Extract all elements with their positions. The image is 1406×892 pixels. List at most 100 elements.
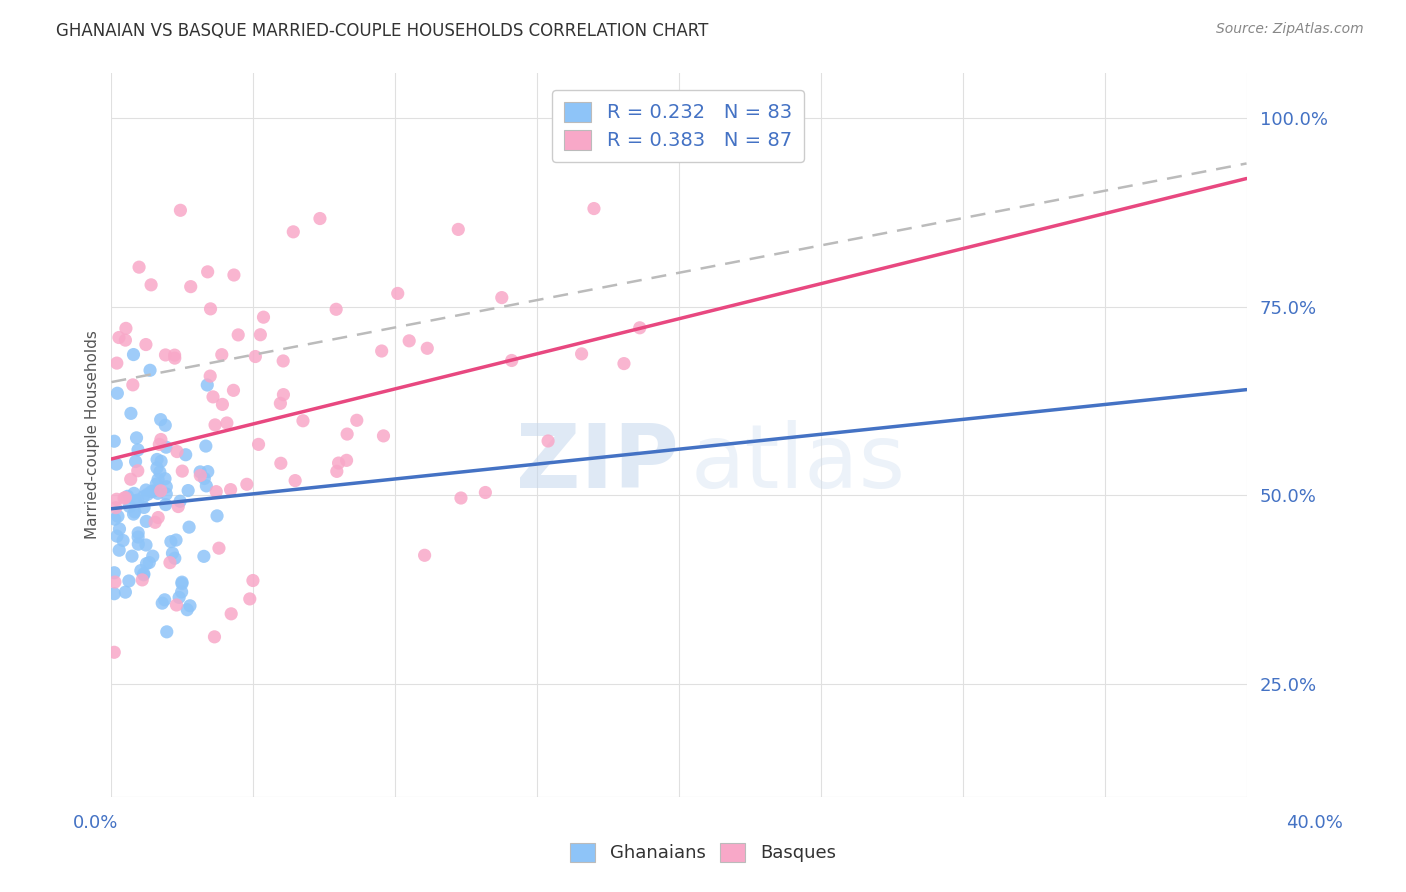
Point (108, 543, 131, 558)
Point (104, 512, 127, 526)
Point (328, 456, 350, 470)
Point (326, 464, 349, 478)
Point (249, 327, 271, 342)
Point (121, 549, 143, 563)
Point (108, 330, 131, 344)
Point (122, 486, 145, 500)
Point (169, 203, 191, 218)
Point (291, 414, 314, 428)
Point (208, 541, 231, 556)
Point (127, 525, 149, 540)
Point (132, 490, 155, 504)
Point (204, 630, 226, 644)
Point (309, 211, 332, 226)
Point (628, 320, 651, 334)
Point (112, 533, 135, 548)
Point (135, 337, 157, 351)
Point (127, 442, 149, 457)
Text: GHANAIAN VS BASQUE MARRIED-COUPLE HOUSEHOLDS CORRELATION CHART: GHANAIAN VS BASQUE MARRIED-COUPLE HOUSEH… (56, 22, 709, 40)
Point (271, 354, 294, 368)
Point (169, 494, 191, 508)
Point (146, 460, 169, 475)
Point (373, 429, 395, 443)
Point (162, 546, 184, 560)
Legend: Ghanaians, Basques: Ghanaians, Basques (562, 836, 844, 870)
Point (103, 587, 125, 601)
Point (104, 500, 127, 515)
Point (146, 472, 169, 486)
Point (124, 454, 146, 468)
Point (118, 574, 141, 588)
Point (135, 557, 157, 571)
Point (501, 353, 523, 368)
Point (153, 592, 176, 607)
Point (219, 483, 242, 497)
Point (370, 344, 392, 359)
Point (346, 413, 368, 427)
Point (222, 268, 245, 282)
Point (155, 487, 177, 501)
Point (163, 351, 186, 365)
Point (205, 508, 228, 523)
Point (491, 291, 513, 305)
Point (139, 363, 162, 377)
Point (176, 603, 198, 617)
Point (114, 491, 136, 505)
Point (239, 591, 262, 606)
Point (103, 434, 125, 449)
Point (103, 566, 125, 580)
Point (582, 202, 605, 216)
Point (177, 483, 200, 498)
Point (114, 333, 136, 347)
Point (242, 574, 264, 588)
Point (121, 377, 143, 392)
Text: 40.0%: 40.0% (1286, 814, 1343, 831)
Point (200, 301, 222, 316)
Point (197, 265, 219, 279)
Legend: R = 0.232   N = 83, R = 0.383   N = 87: R = 0.232 N = 83, R = 0.383 N = 87 (553, 90, 804, 162)
Point (167, 500, 190, 514)
Point (153, 472, 176, 486)
Point (127, 493, 149, 508)
Point (197, 465, 219, 479)
Point (219, 607, 242, 621)
Point (155, 440, 177, 454)
Point (103, 645, 125, 659)
Text: atlas: atlas (690, 420, 905, 508)
Point (128, 260, 150, 275)
Point (188, 468, 211, 483)
Point (537, 434, 560, 448)
Point (156, 624, 179, 639)
Point (170, 585, 193, 599)
Point (474, 485, 496, 500)
Point (122, 507, 145, 521)
Point (105, 457, 128, 471)
Point (236, 477, 259, 491)
Point (198, 369, 221, 384)
Point (131, 573, 153, 587)
Point (127, 464, 149, 478)
Point (117, 489, 139, 503)
Point (150, 596, 173, 610)
Point (114, 585, 136, 599)
Point (270, 456, 292, 470)
Point (127, 537, 149, 551)
Point (571, 347, 593, 361)
Point (139, 277, 162, 292)
Point (138, 556, 160, 570)
Point (387, 286, 409, 301)
Point (104, 575, 127, 590)
Point (193, 549, 215, 564)
Point (755, 96, 778, 111)
Point (155, 480, 177, 494)
Point (416, 341, 439, 355)
Point (105, 492, 128, 507)
Point (127, 530, 149, 544)
Point (165, 533, 187, 547)
Point (170, 576, 193, 591)
Point (155, 498, 177, 512)
Point (135, 483, 157, 497)
Point (155, 348, 177, 362)
Y-axis label: Married-couple Households: Married-couple Households (86, 330, 100, 540)
Point (177, 520, 200, 534)
